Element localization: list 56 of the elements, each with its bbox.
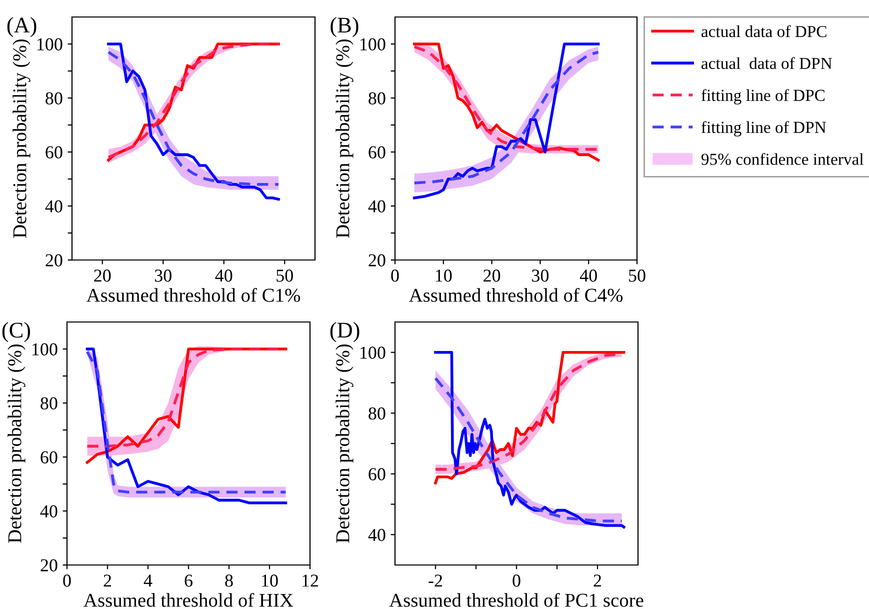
x-tick-label: 2 — [104, 574, 112, 587]
x-tick-label: 6 — [184, 574, 192, 587]
y-tick-label: 60 — [46, 146, 62, 158]
x-tick-label: 10 — [436, 270, 452, 282]
x-tick-label: 50 — [629, 270, 646, 282]
x-axis-title: Assumed threshold of HIX — [84, 592, 294, 607]
y-tick-label: 60 — [368, 468, 386, 480]
x-axis-title: Assumed threshold of PC1 score — [389, 592, 644, 607]
x-tick-label: 12 — [302, 574, 318, 587]
text: 95% confidence interval — [701, 153, 864, 165]
x-tick-label: 40 — [215, 270, 232, 282]
y-axis-title: Detection probability (%) — [336, 344, 354, 543]
legend-label: fitting line of DPN — [701, 121, 826, 136]
text: (C) — [2, 322, 30, 342]
x-tick-label: 50 — [276, 270, 293, 282]
x-tick-label: 10 — [262, 574, 278, 587]
legend-label: actual data of DPN — [702, 57, 832, 70]
x-tick-label: 4 — [144, 574, 152, 587]
y-tick-label: 60 — [40, 451, 58, 464]
y-tick-label: 100 — [360, 38, 386, 50]
x-tick-label: 20 — [94, 270, 111, 282]
y-tick-label: 80 — [40, 397, 58, 410]
text: (D) — [330, 322, 360, 342]
y-tick-label: 20 — [368, 254, 386, 266]
x-tick-label: 8 — [225, 574, 233, 587]
y-tick-label: 100 — [32, 343, 58, 356]
y-tick-label: 20 — [46, 254, 62, 266]
y-tick-label: 80 — [368, 92, 386, 104]
x-tick-label: 2 — [594, 574, 602, 587]
y-axis-title: Detection probability (%) — [336, 39, 354, 238]
y-tick-label: 60 — [368, 146, 386, 158]
y-axis-title: Detection probability (%) — [8, 344, 26, 543]
x-tick-label: 0 — [63, 574, 71, 587]
x-tick-label: 0 — [512, 574, 520, 587]
x-tick-label: 30 — [154, 270, 172, 282]
x-tick-label: 40 — [580, 270, 597, 282]
x-axis-title: Assumed threshold of C1% — [86, 288, 300, 302]
y-tick-label: 80 — [46, 92, 62, 104]
x-tick-label: 20 — [484, 270, 500, 282]
y-tick-label: 40 — [40, 505, 58, 518]
y-tick-label: 40 — [368, 200, 386, 212]
y-tick-label: 80 — [368, 407, 386, 420]
x-tick-label: 0 — [391, 270, 399, 282]
text: (B) — [330, 17, 358, 38]
text: (A) — [7, 17, 36, 38]
y-axis-title: Detection probability (%) — [12, 39, 30, 238]
x-axis-title: Assumed threshold of C4% — [408, 288, 623, 302]
y-tick-label: 100 — [360, 346, 386, 359]
y-tick-label: 20 — [40, 559, 58, 572]
x-tick-label: -2 — [428, 574, 442, 587]
y-tick-label: 100 — [37, 38, 62, 50]
x-tick-label: 30 — [532, 270, 549, 282]
y-tick-label: 40 — [368, 528, 386, 542]
legend-label: fitting line of DPC — [701, 89, 825, 104]
y-tick-label: 40 — [45, 200, 62, 212]
legend-label: actual data of DPC — [702, 25, 826, 38]
